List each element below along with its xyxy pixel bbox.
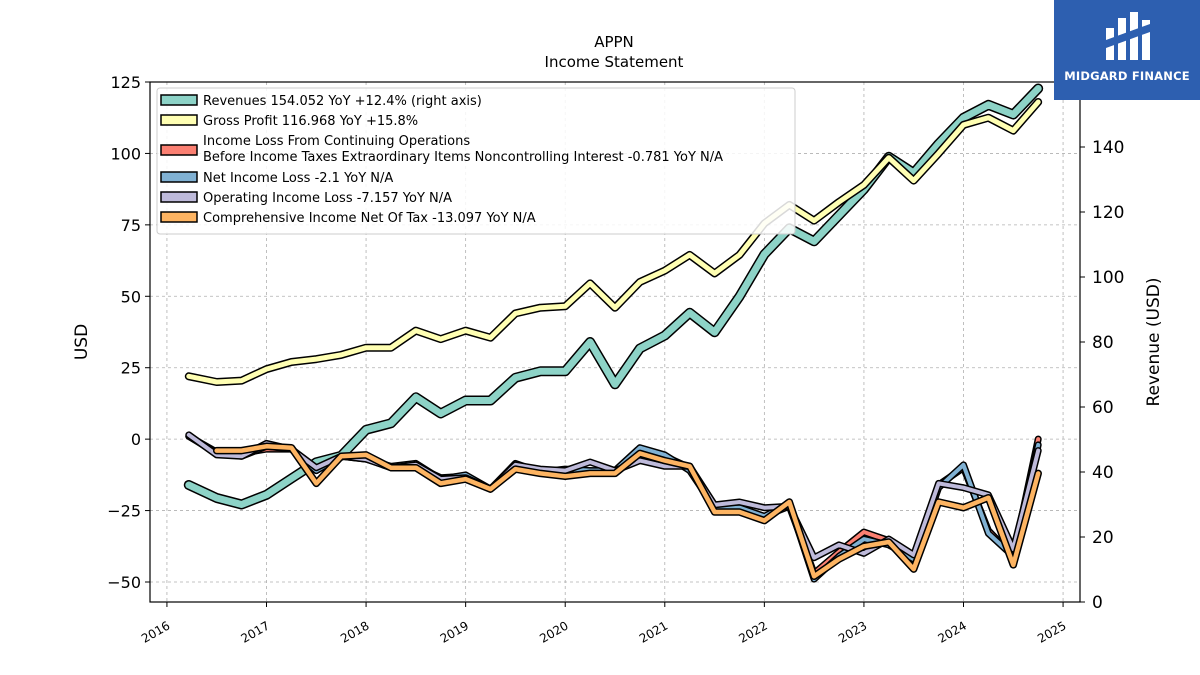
legend-swatch-4: [160, 191, 198, 203]
brand-logo: MIDGARD FINANCE: [1054, 0, 1200, 100]
chart-subtitle: Income Statement: [545, 53, 684, 71]
legend-label-2: Income Loss From Continuing Operations Be…: [203, 134, 723, 165]
y-right-tick-label: 140: [1092, 138, 1124, 158]
y-right-tick-label: 120: [1092, 203, 1124, 223]
legend-swatch-5: [160, 211, 198, 223]
y-tick-label: 50: [121, 287, 141, 306]
series-outline-4: [185, 431, 1042, 562]
y-right-tick-label: 0: [1092, 593, 1103, 613]
series-line-5: [214, 444, 1041, 579]
y-axis-label-right: Revenue (USD): [1144, 277, 1164, 406]
legend-swatch-1: [160, 114, 198, 126]
x-tick-label: 2022: [736, 618, 769, 645]
y-right-tick-label: 100: [1092, 268, 1124, 288]
legend-label-0: Revenues 154.052 YoY +12.4% (right axis): [203, 94, 482, 109]
legend-box: [156, 87, 796, 235]
y-tick-label: −50: [107, 573, 141, 592]
legend-label-4: Operating Income Loss -7.157 YoY N/A: [203, 191, 452, 206]
y-right-tick-label: 20: [1092, 528, 1114, 548]
x-tick-label: 2016: [139, 618, 172, 645]
x-tick-label: 2020: [537, 618, 570, 645]
x-tick-label: 2019: [438, 618, 471, 645]
y-tick-label: 0: [131, 430, 141, 449]
y-tick-label: 100: [110, 144, 141, 163]
series-line-1: [186, 99, 1041, 385]
y-right-tick-label: 40: [1092, 463, 1114, 483]
midgard-logo-icon: [1106, 12, 1150, 60]
y-tick-label: 25: [121, 359, 141, 378]
y-tick-label: −25: [107, 502, 141, 521]
brand-name: MIDGARD FINANCE: [1064, 69, 1190, 83]
x-tick-label: 2017: [239, 618, 272, 645]
legend: Revenues 154.052 YoY +12.4% (right axis)…: [156, 87, 796, 235]
x-tick-label: 2024: [936, 618, 969, 645]
x-tick-label: 2021: [637, 618, 670, 645]
x-tick-label: 2023: [836, 618, 869, 645]
legend-label-5: Comprehensive Income Net Of Tax -13.097 …: [203, 211, 536, 226]
legend-swatch-0: [160, 94, 198, 106]
series-lines: [183, 83, 1044, 583]
y-axis-label: USD: [72, 324, 92, 360]
y-tick-label: 125: [110, 73, 141, 92]
y-right-tick-label: 60: [1092, 398, 1114, 418]
legend-swatch-3: [160, 171, 198, 183]
y-tick-label: 75: [121, 216, 141, 235]
x-tick-label: 2025: [1035, 618, 1068, 645]
legend-label-1: Gross Profit 116.968 YoY +15.8%: [203, 114, 418, 129]
x-tick-label: 2018: [338, 618, 371, 645]
legend-swatch-2: [160, 144, 198, 156]
series-line-4: [186, 432, 1041, 560]
legend-label-3: Net Income Loss -2.1 YoY N/A: [203, 171, 393, 186]
y-right-tick-label: 80: [1092, 333, 1114, 353]
chart-title: APPN: [594, 33, 634, 51]
